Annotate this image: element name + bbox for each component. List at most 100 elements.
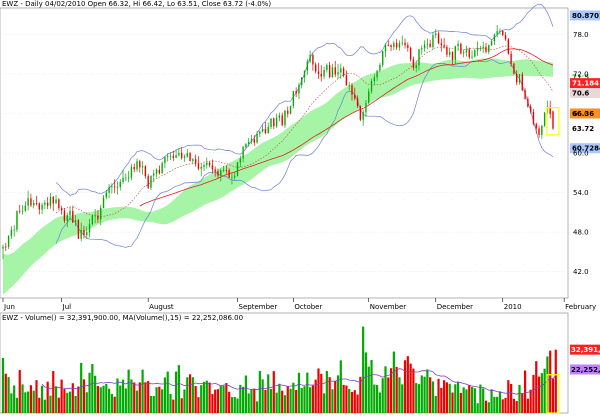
volume-bar [403, 360, 407, 413]
candle-body [415, 65, 417, 68]
candle [496, 25, 498, 38]
candle [376, 70, 378, 81]
volume-bar [191, 377, 194, 413]
gridlines [0, 34, 568, 302]
volume-bar [482, 388, 485, 413]
candle-body [155, 169, 158, 174]
candle-body [77, 220, 80, 239]
volume-bar [225, 383, 228, 413]
candle [281, 112, 283, 127]
candle-body [7, 235, 10, 247]
volume-bar [216, 389, 220, 413]
candle-body [303, 70, 306, 78]
price-tag-label: 71.5 [572, 74, 589, 82]
candle-body [91, 215, 94, 225]
candle [55, 195, 57, 204]
candle-body [354, 94, 356, 99]
volume-bar [529, 389, 532, 413]
volume-bar [476, 403, 479, 413]
candle [524, 87, 526, 100]
volume-bar [387, 377, 390, 413]
candle [203, 163, 205, 171]
candle-body [139, 161, 141, 168]
candle-body [356, 98, 359, 107]
candle [368, 88, 370, 105]
volume-bar [543, 368, 546, 413]
candle-body [390, 45, 392, 48]
volume-bar [392, 351, 395, 413]
price-tag: 80.8701 [570, 10, 600, 21]
candle [94, 209, 96, 224]
volume-bar [127, 369, 130, 413]
candle [320, 65, 322, 82]
candle-body [443, 45, 445, 48]
candle-body [141, 166, 144, 168]
candle [407, 42, 409, 52]
candle [532, 108, 535, 126]
candle [74, 215, 77, 227]
candle [409, 46, 412, 62]
volume-bar [202, 381, 206, 413]
volume-bar [186, 377, 189, 413]
candle [390, 44, 392, 52]
candle-body [27, 198, 29, 206]
candle [200, 163, 202, 177]
volume-bar [317, 368, 320, 413]
volume-bar [300, 388, 303, 413]
volume-bar [334, 380, 337, 413]
candle [479, 45, 482, 52]
candle-body [298, 85, 300, 94]
candle-body [16, 210, 18, 230]
candle [309, 50, 311, 64]
volume-bar [470, 386, 474, 413]
candle-body [499, 30, 501, 32]
candle-body [451, 52, 454, 60]
candle-body [549, 106, 551, 115]
candle [502, 30, 504, 37]
candle-body [465, 49, 468, 53]
candle-body [423, 44, 426, 49]
candle-body [63, 210, 66, 221]
volume-bar [487, 402, 490, 413]
volume-bar [498, 391, 502, 413]
candle [345, 70, 348, 86]
price-tag-label: 60.7284 [572, 145, 600, 153]
candle-body [183, 156, 186, 158]
candle-body [418, 49, 420, 66]
candle [513, 62, 515, 75]
candle-body [211, 165, 214, 170]
volume-bar [219, 385, 222, 413]
candle [172, 150, 175, 161]
volume-bar [63, 389, 66, 413]
candle [97, 210, 99, 223]
candles [2, 25, 560, 260]
volume-bar [389, 368, 393, 413]
candle-body [197, 163, 200, 169]
volume-bar [551, 378, 555, 413]
candle [119, 178, 121, 191]
volume-bar [155, 387, 158, 413]
candle-body [446, 47, 448, 55]
moving-averages [139, 48, 554, 207]
candle [100, 204, 102, 226]
candle-body [462, 52, 465, 54]
volume-bar [314, 379, 317, 413]
volume-bar [124, 388, 127, 413]
candle-body [535, 123, 537, 129]
y-axis-label: 48.0 [573, 229, 589, 237]
candle-body [490, 41, 493, 46]
candle-body [314, 64, 317, 72]
volume-bar [306, 372, 309, 413]
price-tag-label: 80.8701 [572, 12, 600, 20]
y-axis-labels: 78.0 72.0 66.0 60.0 54.0 48.0 42.0 [573, 31, 589, 276]
volume-bar [348, 388, 351, 413]
volume-bar [24, 392, 27, 413]
volume-bar [18, 369, 21, 413]
volume-bar [194, 385, 197, 413]
volume-bars [1, 326, 560, 414]
price-tag-bg [570, 72, 600, 83]
candle [365, 99, 367, 118]
volume-bar [60, 379, 63, 413]
volume-bar [320, 373, 323, 413]
volume-bar [325, 370, 328, 413]
